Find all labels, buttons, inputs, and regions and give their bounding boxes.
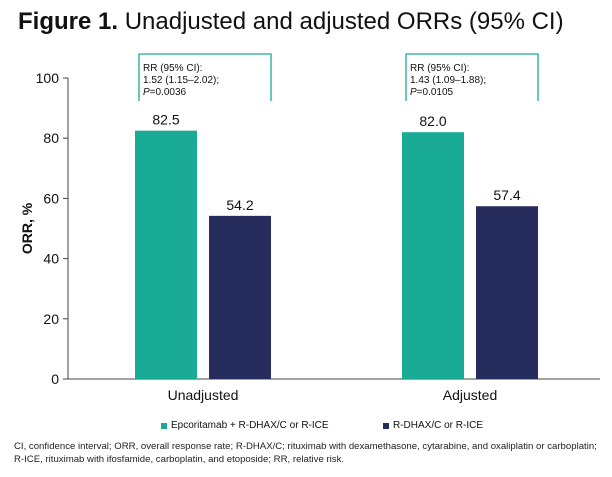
bar-data-label: 57.4 [493, 187, 520, 203]
y-tick-label: 20 [43, 311, 59, 327]
y-tick-label: 0 [51, 371, 59, 387]
rr-annotation-line: RR (95% CI): [143, 63, 202, 74]
y-axis-title: ORR, % [19, 202, 35, 254]
rr-bracket [405, 53, 539, 101]
y-tick-label: 40 [43, 251, 59, 267]
bar-comparator [209, 215, 271, 379]
legend-label-comparator: R-DHAX/C or R-ICE [393, 420, 484, 431]
legend-item-epcoritamab: Epcoritamab + R-DHAX/C or R-ICE [161, 420, 329, 431]
figure-title-number: Figure 1. [18, 8, 119, 35]
bar-comparator [476, 206, 538, 379]
p-value: =0.0105 [417, 87, 454, 98]
legend-swatch-comparator [383, 422, 389, 429]
rr-bracket [138, 53, 272, 101]
legend-label-epcoritamab: Epcoritamab + R-DHAX/C or R-ICE [171, 420, 329, 431]
rr-p-value: P=0.0036 [143, 87, 187, 98]
x-category-label: Adjusted [443, 387, 497, 403]
legend-item-comparator: R-DHAX/C or R-ICE [383, 420, 483, 431]
bar-data-label: 82.0 [419, 113, 446, 129]
bar-epcoritamab [135, 130, 197, 379]
rr-annotation-line: 1.52 (1.15–2.02); [143, 75, 219, 86]
bar-chart: 0 20 40 60 80 100 ORR, % 82.5 54.2 Unadjusted 82.0… [19, 53, 600, 403]
figure-title: Figure 1. Unadjusted and adjusted ORRs (… [18, 8, 564, 36]
rr-p-value: P=0.0105 [410, 87, 454, 98]
figure-footnote: CI, confidence interval; ORR, overall re… [14, 441, 597, 465]
y-tick-label: 80 [43, 130, 59, 146]
y-tick-label: 100 [36, 70, 60, 86]
figure-title-text: Unadjusted and adjusted ORRs (95% CI) [118, 8, 564, 35]
p-label: P [143, 87, 150, 98]
bar-epcoritamab [402, 132, 464, 379]
rr-annotation-line: 1.43 (1.09–1.88); [410, 75, 486, 86]
p-label: P [410, 87, 417, 98]
legend-swatch-epcoritamab [161, 422, 167, 429]
p-value: =0.0036 [150, 87, 187, 98]
x-category-label: Unadjusted [168, 387, 239, 403]
bar-data-label: 54.2 [226, 197, 253, 213]
bar-data-label: 82.5 [152, 112, 179, 128]
y-tick-label: 60 [43, 190, 59, 206]
rr-annotation-line: RR (95% CI): [410, 63, 469, 74]
